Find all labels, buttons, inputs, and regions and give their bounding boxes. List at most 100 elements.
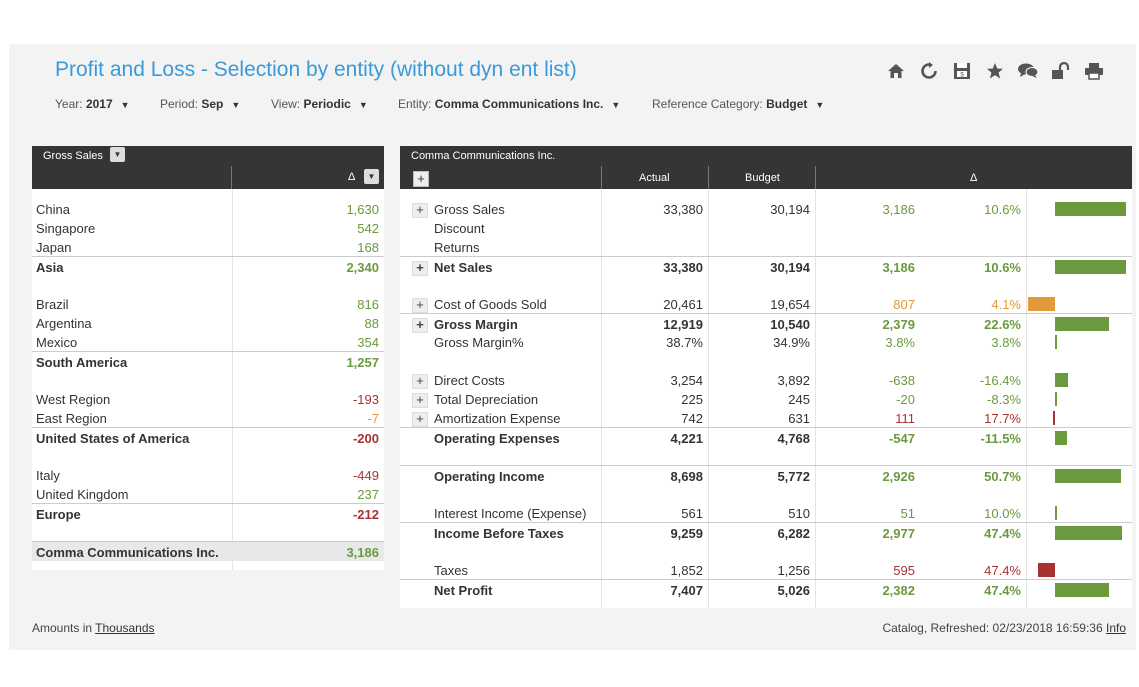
table-row[interactable]: Taxes 1,852 1,256 595 47.4%	[400, 560, 1132, 579]
print-icon[interactable]	[1082, 60, 1105, 82]
expand-row-button[interactable]: +	[412, 261, 428, 276]
pct-value: 47.4%	[984, 563, 1021, 578]
filter-view[interactable]: View: Periodic ▼	[271, 97, 368, 111]
expand-all-button[interactable]: +	[413, 171, 429, 187]
table-row[interactable]: Argentina 88	[32, 313, 384, 332]
table-row[interactable]: Gross Margin% 38.7% 34.9% 3.8% 3.8%	[400, 332, 1132, 351]
variance-bar	[1055, 260, 1127, 274]
row-value: 3,186	[346, 545, 379, 560]
column-divider	[815, 189, 816, 608]
row-label: Operating Expenses	[434, 431, 560, 446]
table-row[interactable]: Japan 168	[32, 237, 384, 256]
save-icon[interactable]: $	[950, 60, 973, 82]
budget-value: 34.9%	[773, 335, 810, 350]
table-row[interactable]: United Kingdom 237	[32, 484, 384, 503]
pct-value: -8.3%	[987, 392, 1021, 407]
column-divider	[232, 189, 233, 570]
table-row[interactable]: + Cost of Goods Sold 20,461 19,654 807 4.1%	[400, 294, 1132, 313]
row-label: Operating Income	[434, 469, 545, 484]
subtotal-row[interactable]: + Net Sales 33,380 30,194 3,186 10.6%	[400, 256, 1132, 276]
row-label: Discount	[434, 221, 485, 236]
delta-column-menu-button[interactable]: ▼	[364, 169, 379, 184]
filter-entity[interactable]: Entity: Comma Communications Inc. ▼	[398, 97, 620, 111]
expand-row-button[interactable]: +	[412, 393, 428, 408]
filter-label: Period:	[160, 97, 199, 111]
filter-value: Sep	[201, 97, 224, 111]
pct-value: 3.8%	[991, 335, 1021, 350]
refresh-status: Catalog, Refreshed: 02/23/2018 16:59:36 …	[882, 621, 1126, 635]
variance-bar	[1055, 373, 1069, 387]
filter-period[interactable]: Period: Sep ▼	[160, 97, 240, 111]
refresh-icon[interactable]	[917, 60, 940, 82]
diff-value: 111	[895, 411, 915, 426]
expand-row-button[interactable]: +	[412, 203, 428, 218]
row-value: 1,257	[346, 355, 379, 370]
expand-row-button[interactable]: +	[412, 374, 428, 389]
pct-value: 22.6%	[984, 317, 1021, 332]
info-link[interactable]: Info	[1105, 621, 1126, 635]
page-title: Profit and Loss - Selection by entity (w…	[55, 58, 577, 81]
expand-row-button[interactable]: +	[412, 318, 428, 333]
filter-reference-category[interactable]: Reference Category: Budget ▼	[652, 97, 824, 111]
table-row[interactable]: China 1,630	[32, 199, 384, 218]
subtotal-row[interactable]: Comma Communications Inc. 3,186	[32, 541, 384, 561]
subtotal-row[interactable]: Europe -212	[32, 503, 384, 523]
star-icon[interactable]	[983, 60, 1006, 82]
subtotal-row[interactable]: South America 1,257	[32, 351, 384, 371]
delta-column-header: Δ	[348, 171, 356, 183]
table-row[interactable]: Mexico 354	[32, 332, 384, 351]
table-row[interactable]: + Direct Costs 3,254 3,892 -638 -16.4%	[400, 370, 1132, 389]
row-value: 816	[357, 297, 379, 312]
pct-value: 10.6%	[984, 202, 1021, 217]
variance-bar	[1055, 335, 1057, 349]
row-label: Europe	[36, 507, 81, 522]
subtotal-row[interactable]: Operating Expenses 4,221 4,768 -547 -11.5%	[400, 427, 1132, 447]
amounts-unit-link[interactable]: Thousands	[95, 621, 155, 635]
actual-value: 38.7%	[666, 335, 703, 350]
subtotal-row[interactable]: + Gross Margin 12,919 10,540 2,379 22.6%	[400, 313, 1132, 333]
subtotal-row[interactable]: Operating Income 8,698 5,772 2,926 50.7%	[400, 465, 1132, 485]
filter-year[interactable]: Year: 2017 ▼	[55, 97, 130, 111]
home-icon[interactable]	[884, 60, 907, 82]
table-row[interactable]: Singapore 542	[32, 218, 384, 237]
expand-row-button[interactable]: +	[412, 412, 428, 427]
row-value: -212	[352, 507, 379, 522]
expand-row-button[interactable]: +	[412, 298, 428, 313]
row-label: Italy	[36, 468, 60, 483]
table-row[interactable]: West Region -193	[32, 389, 384, 408]
left-panel-menu-button[interactable]: ▼	[110, 147, 125, 162]
filter-label: Year:	[55, 97, 83, 111]
table-row[interactable]: Italy -449	[32, 465, 384, 484]
row-label: South America	[36, 355, 128, 370]
budget-column-header: Budget	[745, 172, 780, 184]
column-divider	[601, 189, 602, 608]
row-label: Returns	[434, 240, 480, 255]
table-row[interactable]: Interest Income (Expense) 561 510 51 10.0%	[400, 503, 1132, 522]
table-row[interactable]: + Gross Sales 33,380 30,194 3,186 10.6%	[400, 199, 1132, 218]
subtotal-row[interactable]: Asia 2,340	[32, 256, 384, 276]
diff-value: -638	[888, 373, 915, 388]
subtotal-row[interactable]: Net Profit 7,407 5,026 2,382 47.4%	[400, 579, 1132, 599]
subtotal-row[interactable]: Income Before Taxes 9,259 6,282 2,977 47.4%	[400, 522, 1132, 542]
row-label: Net Profit	[434, 583, 493, 598]
table-row[interactable]: Returns	[400, 237, 1132, 256]
row-label: Singapore	[36, 221, 96, 236]
table-row[interactable]: Brazil 816	[32, 294, 384, 313]
unlock-icon[interactable]	[1049, 60, 1072, 82]
row-label: Gross Sales	[434, 202, 505, 217]
diff-value: -20	[896, 392, 915, 407]
table-row[interactable]: + Total Depreciation 225 245 -20 -8.3%	[400, 389, 1132, 408]
row-label: Gross Margin%	[434, 335, 524, 350]
row-label: Cost of Goods Sold	[434, 297, 547, 312]
diff-value: 807	[893, 297, 915, 312]
filter-label: View:	[271, 97, 301, 111]
diff-value: 2,379	[882, 317, 915, 332]
table-row[interactable]: + Amortization Expense 742 631 111 17.7%	[400, 408, 1132, 427]
row-label: Net Sales	[434, 260, 493, 275]
comments-icon[interactable]	[1016, 60, 1039, 82]
table-row[interactable]: Discount	[400, 218, 1132, 237]
table-row[interactable]: East Region -7	[32, 408, 384, 427]
variance-bar	[1055, 317, 1109, 331]
subtotal-row[interactable]: United States of America -200	[32, 427, 384, 447]
budget-value: 4,768	[777, 431, 810, 446]
